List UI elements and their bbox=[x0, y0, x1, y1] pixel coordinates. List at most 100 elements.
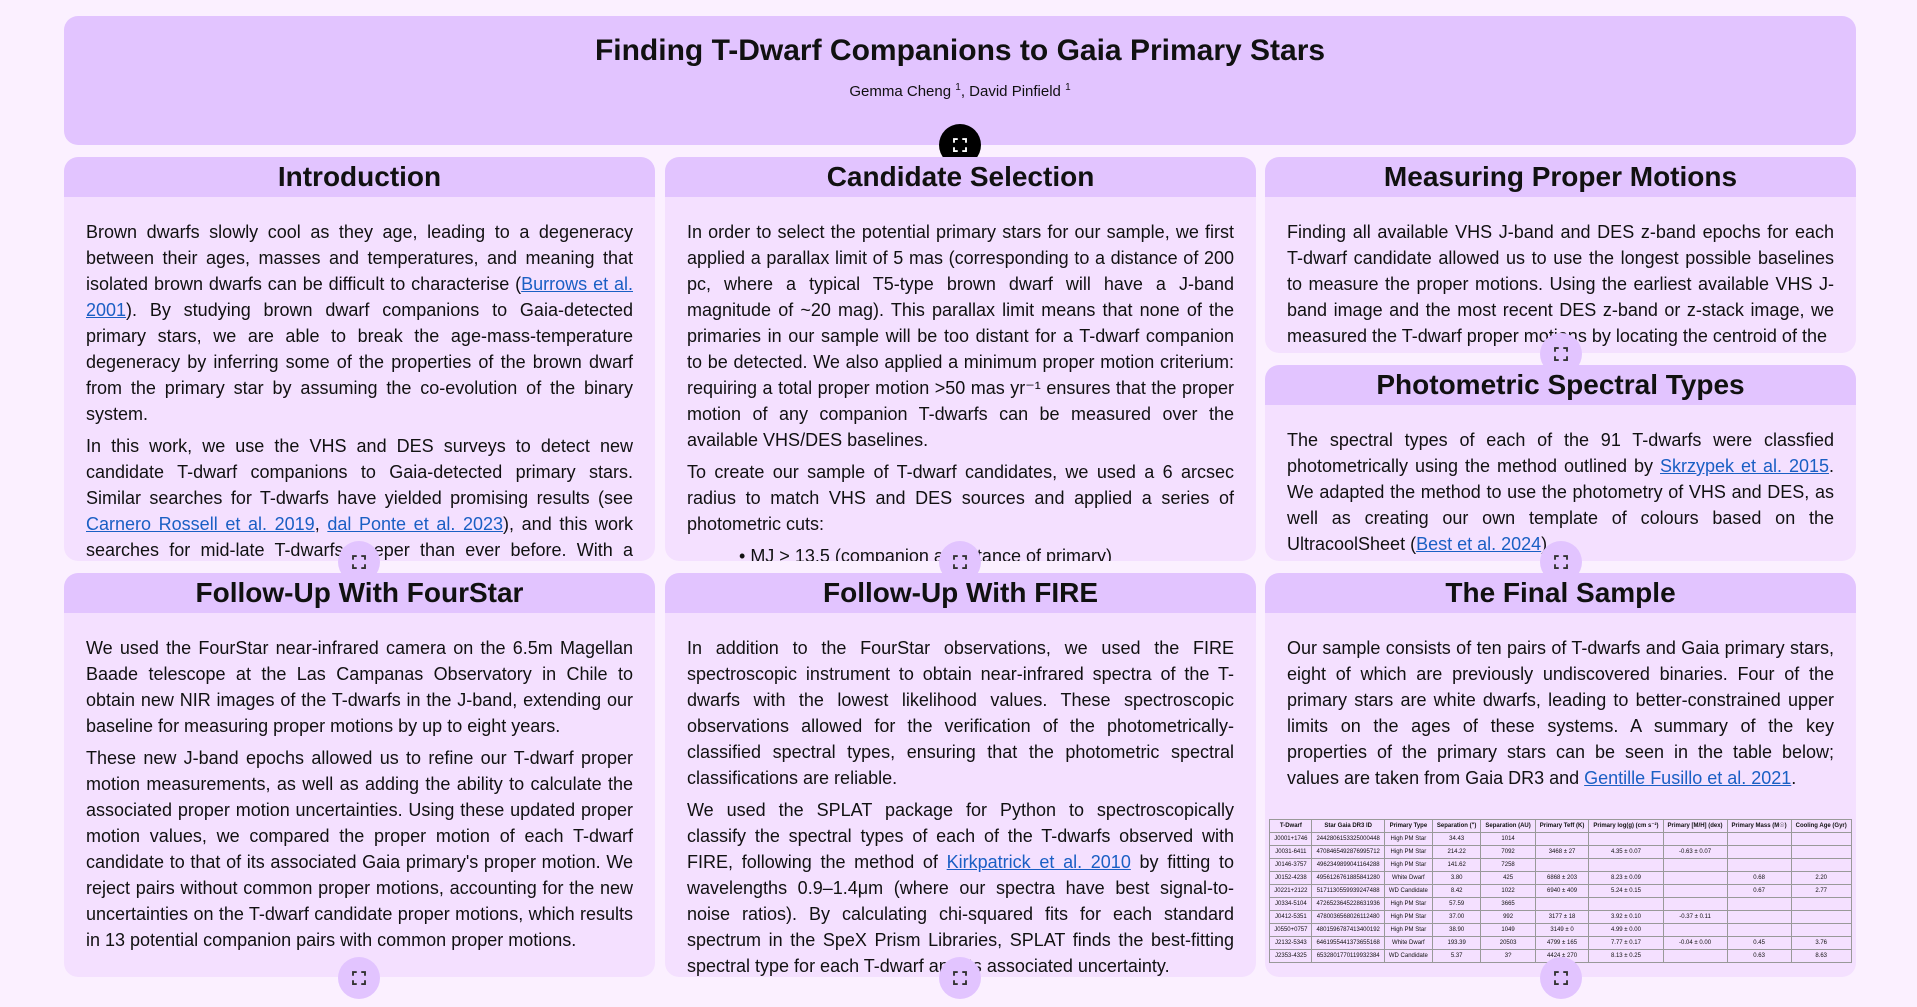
citation-link[interactable]: dal Ponte et al. 2023 bbox=[327, 514, 504, 534]
final-sample-paragraph: Our sample consists of ten pairs of T-dw… bbox=[1287, 635, 1834, 791]
table-cell bbox=[1534, 858, 1590, 872]
fourstar-expand-button[interactable] bbox=[338, 957, 380, 999]
fourstar-paragraph: These new J-band epochs allowed us to re… bbox=[86, 748, 633, 950]
table-cell bbox=[1790, 923, 1852, 937]
table-cell bbox=[1662, 884, 1728, 898]
table-cell: J2132-5343 bbox=[1269, 936, 1313, 950]
fire-expand-button[interactable] bbox=[939, 957, 981, 999]
final-sample-expand-button[interactable] bbox=[1540, 957, 1582, 999]
table-cell: -0.63 ± 0.07 bbox=[1662, 845, 1728, 859]
table-cell: 7.77 ± 0.17 bbox=[1588, 936, 1664, 950]
table-cell bbox=[1662, 923, 1728, 937]
table-cell bbox=[1534, 897, 1590, 911]
table-cell: 425 bbox=[1480, 871, 1536, 885]
photometric-cuts-list: MJ > 13.5 (companion at distance of prim… bbox=[687, 543, 1234, 561]
table-cell: 0.63 bbox=[1726, 949, 1792, 963]
citation-link[interactable]: Carnero Rossell et al. 2019 bbox=[86, 514, 315, 534]
table-body: J0001+1746 2442806153325000448 High PM Sta… bbox=[1269, 832, 1852, 963]
text-span: ) bbox=[1541, 534, 1548, 554]
table-row: J2132-5343 6461955441373655168 White Dwarf… bbox=[1269, 936, 1852, 950]
table-cell: 38.90 bbox=[1431, 923, 1482, 937]
table-cell: 34.43 bbox=[1431, 832, 1482, 846]
table-cell: 0.67 bbox=[1726, 884, 1792, 898]
table-cell: 3177 ± 18 bbox=[1534, 910, 1590, 924]
expand-icon bbox=[1554, 347, 1568, 361]
table-cell bbox=[1662, 858, 1728, 872]
table-cell: 193.39 bbox=[1431, 936, 1482, 950]
expand-icon bbox=[352, 555, 366, 569]
table-cell: 214.22 bbox=[1431, 845, 1482, 859]
table-cell: 6461955441373655168 bbox=[1311, 936, 1385, 950]
table-cell bbox=[1726, 845, 1792, 859]
table-cell: High PM Star bbox=[1383, 923, 1433, 937]
author-name: David Pinfield bbox=[969, 83, 1061, 100]
citation-link[interactable]: Burrows et al. 2001 bbox=[86, 274, 633, 320]
poster-title: Finding T-Dwarf Companions to Gaia Prima… bbox=[594, 34, 1326, 67]
table-row: J0550+0757 4801596787413400192 High PM Sta… bbox=[1269, 923, 1852, 937]
citation-link[interactable]: Best et al. 2024 bbox=[1416, 534, 1542, 554]
table-cell: 8.13 ± 0.25 bbox=[1588, 949, 1664, 963]
final-sample-panel: The Final Sample Our sample consists of … bbox=[1265, 573, 1856, 977]
text-span: , bbox=[314, 514, 328, 534]
table-row: J0221+2122 5171130559939247488 WD Candidat… bbox=[1269, 884, 1852, 898]
table-header-cell: Primary log(g) (cm s⁻²) bbox=[1588, 819, 1664, 833]
panel-title: Follow-Up With FIRE bbox=[665, 573, 1256, 613]
table-cell bbox=[1790, 897, 1852, 911]
fire-paragraph: In addition to the FourStar observations… bbox=[687, 638, 1234, 788]
table-cell: 3.76 bbox=[1790, 936, 1852, 950]
table-cell: 4962349899041164288 bbox=[1311, 858, 1385, 872]
citation-link[interactable]: Gentille Fusillo et al. 2021 bbox=[1584, 768, 1792, 788]
author-list: Gemma Cheng 1, David Pinfield 1 bbox=[64, 82, 1856, 100]
text-span: The spectral types of each of the 91 T-d… bbox=[1287, 430, 1834, 476]
table-cell: J0221+2122 bbox=[1269, 884, 1313, 898]
table-cell: 8.42 bbox=[1431, 884, 1482, 898]
table-row: J0152-4238 4956126761885841280 White Dwarf… bbox=[1269, 871, 1852, 885]
table-cell: 8.23 ± 0.09 bbox=[1588, 871, 1664, 885]
table-cell: 8.63 bbox=[1790, 949, 1852, 963]
table-header-cell: T-Dwarf bbox=[1269, 819, 1313, 833]
table-cell: 4708465492876995712 bbox=[1311, 845, 1385, 859]
table-header-cell: Separation (") bbox=[1431, 819, 1482, 833]
table-cell: 2.77 bbox=[1790, 884, 1852, 898]
table-cell: 4726523645228631936 bbox=[1311, 897, 1385, 911]
text-span: . We adapted the method to use the photo… bbox=[1287, 456, 1834, 554]
table-cell bbox=[1662, 949, 1728, 963]
table-cell: 992 bbox=[1480, 910, 1536, 924]
table-header-cell: Star Gaia DR3 ID bbox=[1311, 819, 1385, 833]
panel-title: Measuring Proper Motions bbox=[1265, 157, 1856, 197]
table-cell bbox=[1726, 897, 1792, 911]
expand-icon bbox=[1554, 555, 1568, 569]
table-cell bbox=[1662, 897, 1728, 911]
list-item: MJ > 13.5 (companion at distance of prim… bbox=[739, 543, 1234, 561]
table-cell: 3149 ± 0 bbox=[1534, 923, 1590, 937]
table-cell: 1014 bbox=[1480, 832, 1536, 846]
table-cell: 37.00 bbox=[1431, 910, 1482, 924]
expand-icon bbox=[1554, 971, 1568, 985]
table-cell: White Dwarf bbox=[1383, 936, 1433, 950]
table-row: J0334-5104 4726523645228631936 High PM Sta… bbox=[1269, 897, 1852, 911]
table-header-cell: Primary [M/H] (dex) bbox=[1662, 819, 1728, 833]
author-name: Gemma Cheng bbox=[849, 83, 952, 100]
table-cell: High PM Star bbox=[1383, 845, 1433, 859]
fourstar-paragraph: We used the FourStar near-infrared camer… bbox=[86, 638, 633, 736]
table-cell bbox=[1662, 871, 1728, 885]
text-span: We used the SPLAT package for Python to … bbox=[687, 800, 1234, 872]
table-cell: 3665 bbox=[1480, 897, 1536, 911]
citation-link[interactable]: Skrzypek et al. 2015 bbox=[1660, 456, 1829, 476]
proper-motion-paragraph: Finding all available VHS J-band and DES… bbox=[1287, 222, 1834, 346]
panel-title: Photometric Spectral Types bbox=[1265, 365, 1856, 405]
table-cell: J2353-4325 bbox=[1269, 949, 1313, 963]
citation-link[interactable]: Kirkpatrick et al. 2010 bbox=[946, 852, 1131, 872]
table-cell: 3468 ± 27 bbox=[1534, 845, 1590, 859]
table-cell: 4.99 ± 0.00 bbox=[1588, 923, 1664, 937]
table-cell: 3? bbox=[1480, 949, 1536, 963]
table-cell: 5171130559939247488 bbox=[1311, 884, 1385, 898]
table-row: J0001+1746 2442806153325000448 High PM Sta… bbox=[1269, 832, 1852, 846]
table-cell: -0.37 ± 0.11 bbox=[1662, 910, 1728, 924]
table-cell: 6532801770119932384 bbox=[1311, 949, 1385, 963]
text-span: . bbox=[1791, 768, 1797, 788]
table-row: J0146-3757 4962349899041164288 High PM Sta… bbox=[1269, 858, 1852, 872]
table-cell: 4799 ± 165 bbox=[1534, 936, 1590, 950]
table-cell: 4801596787413400192 bbox=[1311, 923, 1385, 937]
table-header-cell: Cooling Age (Gyr) bbox=[1790, 819, 1852, 833]
